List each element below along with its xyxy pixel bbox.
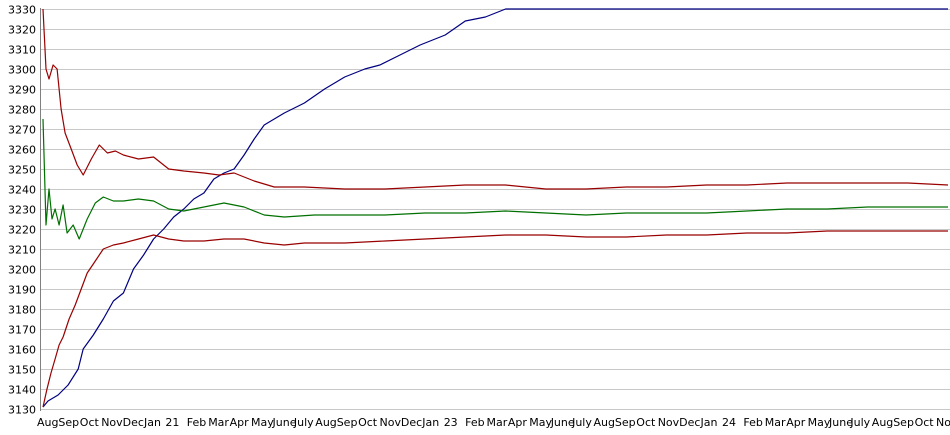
x-tick-label: Nov: [658, 416, 680, 429]
y-tick-label: 3170: [8, 324, 36, 337]
y-tick-label: 3230: [8, 204, 36, 217]
x-tick-label: Apr: [786, 416, 806, 429]
x-tick-label: July: [293, 416, 314, 429]
y-tick-label: 3290: [8, 84, 36, 97]
x-tick-label: Dec: [401, 416, 422, 429]
x-tick-label: May: [529, 416, 552, 429]
y-tick-label: 3310: [8, 44, 36, 57]
x-tick-label: July: [571, 416, 592, 429]
x-tick-label: Feb: [465, 416, 484, 429]
y-tick-label: 3280: [8, 104, 36, 117]
x-tick-label: Oct: [636, 416, 656, 429]
x-tick-label: No: [936, 416, 950, 429]
x-tick-label: Mar: [765, 416, 786, 429]
x-tick-label: Dec: [679, 416, 700, 429]
x-tick-label: Aug: [594, 416, 615, 429]
x-tick-label: Sep: [337, 416, 358, 429]
y-tick-label: 3270: [8, 124, 36, 137]
x-tick-label: June: [272, 416, 297, 429]
x-tick-label: Nov: [101, 416, 123, 429]
y-tick-label: 3300: [8, 64, 36, 77]
x-tick-label: Feb: [187, 416, 206, 429]
x-tick-label: 21: [165, 416, 179, 429]
x-tick-label: Sep: [615, 416, 636, 429]
x-tick-label: June: [828, 416, 853, 429]
x-tick-label: Mar: [487, 416, 508, 429]
x-tick-label: May: [251, 416, 274, 429]
x-axis-ticks: Aug Sep Oct Nov Dec Jan 21 Feb Mar Apr MayJuneJuly…: [37, 416, 950, 429]
y-tick-label: 3140: [8, 384, 36, 397]
series-line-2: [42, 8, 949, 190]
x-tick-label: Aug: [872, 416, 893, 429]
y-tick-label: 3240: [8, 184, 36, 197]
y-tick-label: 3130: [8, 404, 36, 417]
x-tick-label: Oct: [80, 416, 100, 429]
x-tick-label: Apr: [230, 416, 250, 429]
x-tick-label: Aug: [37, 416, 58, 429]
y-tick-label: 3320: [8, 24, 36, 37]
x-tick-label: Jan: [143, 416, 161, 429]
x-tick-label: May: [808, 416, 831, 429]
x-tick-label: Jan: [421, 416, 439, 429]
y-tick-label: 3160: [8, 344, 36, 357]
series-lines: [42, 8, 949, 408]
y-axis-ticks: 3130 3140 3150 3160 3170 3180 3190 3200 3210 3220…: [8, 4, 36, 417]
x-tick-label: Sep: [58, 416, 79, 429]
y-tick-label: 3210: [8, 244, 36, 257]
x-tick-label: July: [849, 416, 870, 429]
x-tick-label: Jan: [700, 416, 718, 429]
x-tick-label: Feb: [743, 416, 762, 429]
y-tick-label: 3330: [8, 4, 36, 17]
x-tick-label: Sep: [893, 416, 914, 429]
y-tick-label: 3190: [8, 284, 36, 297]
y-tick-label: 3260: [8, 144, 36, 157]
y-tick-label: 3180: [8, 304, 36, 317]
y-tick-label: 3220: [8, 224, 36, 237]
x-tick-label: Mar: [208, 416, 229, 429]
x-tick-label: Oct: [358, 416, 378, 429]
y-tick-label: 3150: [8, 364, 36, 377]
x-tick-label: Nov: [380, 416, 402, 429]
x-tick-label: Dec: [123, 416, 144, 429]
x-tick-label: Aug: [315, 416, 336, 429]
x-tick-label: 24: [722, 416, 736, 429]
series-line-4: [42, 230, 948, 408]
y-tick-label: 3200: [8, 264, 36, 277]
x-tick-label: Oct: [915, 416, 935, 429]
y-tick-label: 3250: [8, 164, 36, 177]
series-line-1: [42, 8, 948, 408]
x-tick-label: 23: [444, 416, 458, 429]
x-tick-label: Apr: [508, 416, 528, 429]
x-tick-label: June: [550, 416, 575, 429]
series-line-3: [42, 118, 948, 240]
